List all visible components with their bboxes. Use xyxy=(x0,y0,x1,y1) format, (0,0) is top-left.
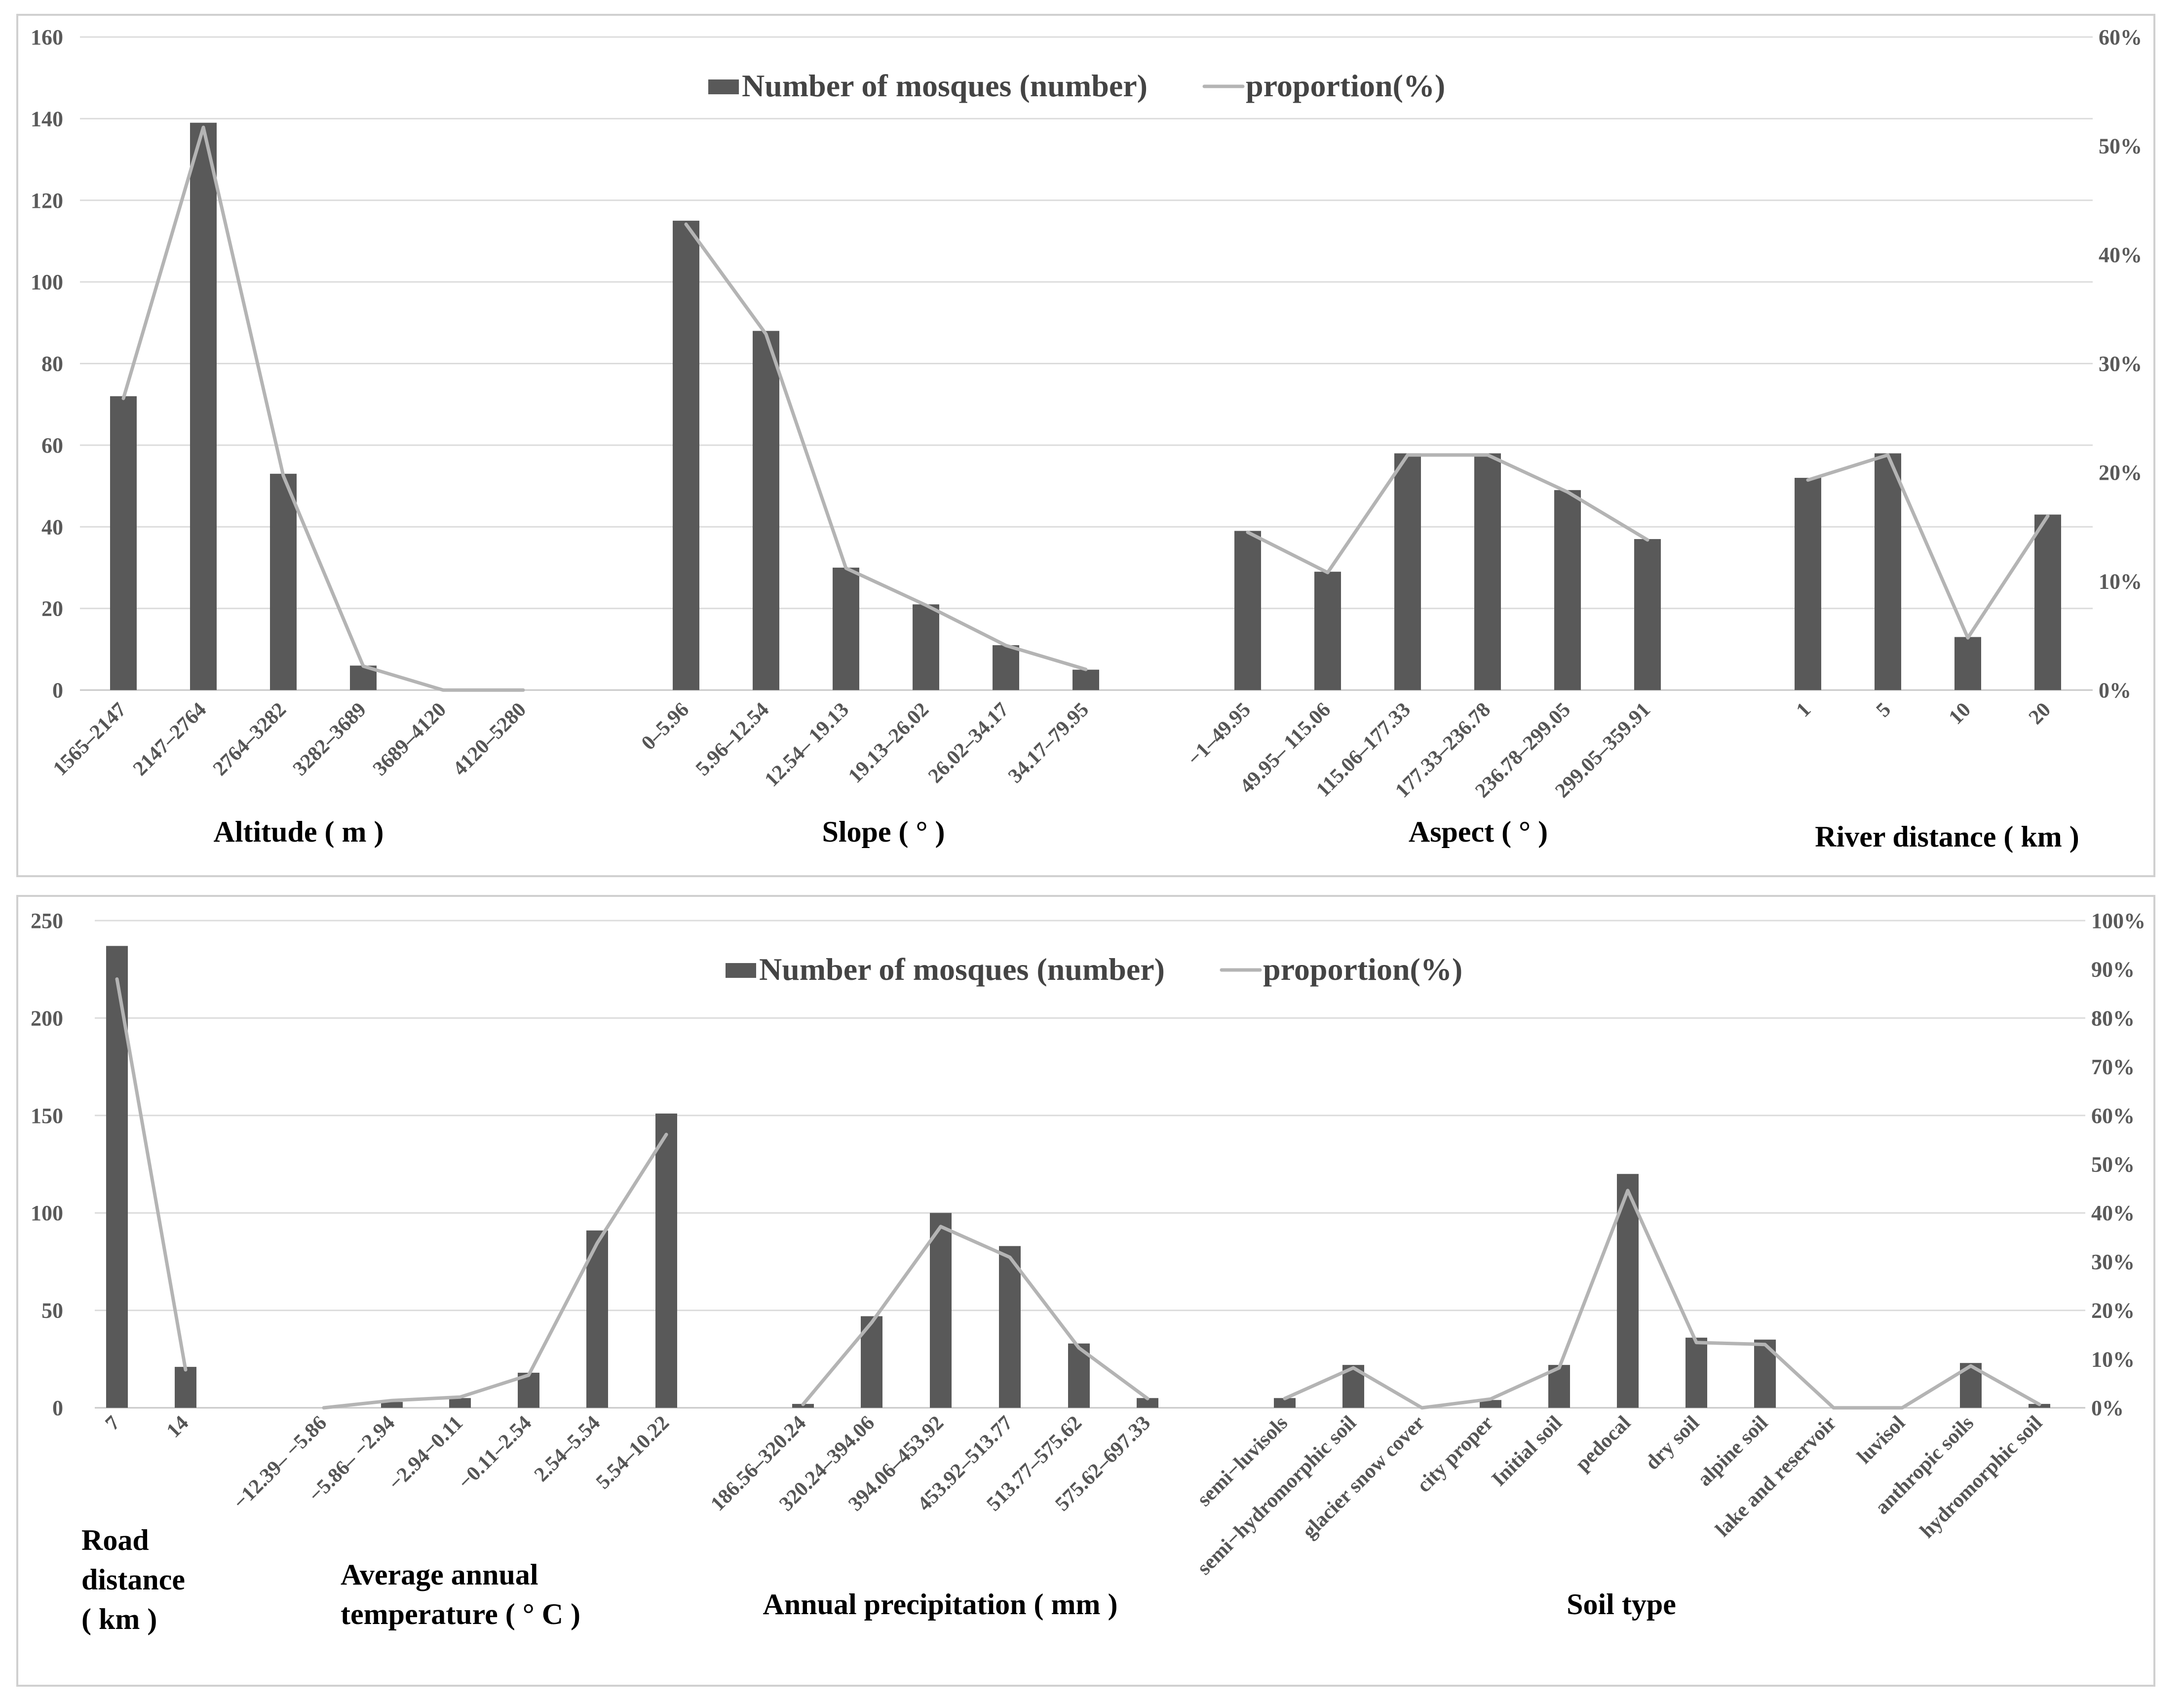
group-title: Soil type xyxy=(1567,1588,1676,1621)
y-right-tick-label: 40% xyxy=(2099,243,2142,267)
y-right-tick-label: 50% xyxy=(2099,134,2142,158)
bar-236-78-299-05 xyxy=(1554,490,1581,690)
y-left-tick-label: 0 xyxy=(52,678,63,702)
group-title-line: Average annual xyxy=(341,1558,538,1591)
y-right-tick-label: 40% xyxy=(2091,1201,2135,1225)
legend-bar-label: Number of mosques (number) xyxy=(759,952,1165,987)
proportion-line xyxy=(121,125,525,692)
bar-5 xyxy=(1875,453,1901,690)
panel-altitude-slope-aspect-river: 0 20 40 60 80 100 120 140 160 0% 10% 20% 30% 40% 50% 60… xyxy=(16,14,2155,877)
y-right-tick-label: 10% xyxy=(2099,570,2142,594)
bar-26-02-34-17 xyxy=(993,645,1019,690)
proportion-line xyxy=(322,1132,668,1410)
legend: Number of mosques (number) proportion(%) xyxy=(708,68,1445,103)
y-left-tick-label: 140 xyxy=(31,107,63,131)
y-left-tick-label: 120 xyxy=(31,189,63,213)
y-right-tick-label: 0% xyxy=(2099,678,2131,702)
legend-bar-swatch xyxy=(708,79,739,94)
bar-5-54-10-22 xyxy=(655,1113,677,1408)
legend-bar-label: Number of mosques (number) xyxy=(742,68,1148,103)
group-title: Road distance ( km ) xyxy=(81,1524,185,1635)
bar-49-95-115-06 xyxy=(1314,572,1341,690)
bar-dry-soil xyxy=(1686,1337,1707,1408)
bar-5-86-2-94 xyxy=(381,1402,403,1408)
y-left-tick-label: 100 xyxy=(31,270,63,294)
bar-city-proper xyxy=(1480,1400,1501,1408)
bar-394-06-453-92 xyxy=(930,1213,952,1408)
y-left-tick-label: 80 xyxy=(41,352,63,376)
group-title: Slope ( ° ) xyxy=(822,815,945,848)
group-title-line: ( km ) xyxy=(81,1603,157,1635)
group-title-line: temperature ( ° C ) xyxy=(341,1598,580,1630)
y-left-tick-label: 160 xyxy=(31,25,63,49)
y-right-tick-label: 60% xyxy=(2091,1104,2135,1128)
bar-2147-2764 xyxy=(190,122,217,690)
group-title: Annual precipitation ( mm ) xyxy=(763,1588,1118,1621)
bar-semi-luvisols xyxy=(1274,1398,1296,1408)
bar-453-92-513-77 xyxy=(999,1246,1021,1408)
bar-575-62-697-33 xyxy=(1137,1398,1158,1408)
y-left-tick-label: 60 xyxy=(41,433,63,458)
y-left-tick-label: 150 xyxy=(31,1104,63,1128)
bar-2-94-0-11 xyxy=(449,1398,471,1408)
legend-line-label: proportion(%) xyxy=(1263,952,1462,987)
y-left-tick-label: 200 xyxy=(31,1006,63,1030)
proportion-line xyxy=(1246,453,1649,575)
y-left-tick-label: 0 xyxy=(52,1396,63,1420)
proportion-line xyxy=(801,1225,1149,1406)
bar-2764-3282 xyxy=(270,473,297,690)
bar-1-49-95 xyxy=(1234,531,1261,690)
y-right-tick-label: 70% xyxy=(2091,1055,2135,1079)
y-right-tick-label: 0% xyxy=(2091,1396,2124,1420)
y-right-tick-label: 20% xyxy=(2099,461,2142,485)
legend-line-label: proportion(%) xyxy=(1246,68,1445,103)
proportion-line xyxy=(1283,1189,2041,1410)
group-title-line: Road xyxy=(81,1524,149,1556)
y-right-tick-label: 80% xyxy=(2091,1006,2135,1030)
bar-19-13-26-02 xyxy=(913,604,939,690)
legend-bar-swatch xyxy=(726,963,756,978)
bar-299-05-359-91 xyxy=(1634,539,1661,690)
group-title: Altitude ( m ) xyxy=(214,815,384,848)
bar-1 xyxy=(1795,478,1821,690)
y-left-tick-label: 50 xyxy=(41,1299,63,1323)
proportion-line xyxy=(684,222,1088,671)
y-right-tick-label: 30% xyxy=(2091,1250,2135,1274)
y-left-tick-label: 20 xyxy=(41,597,63,621)
y-right-tick-label: 50% xyxy=(2091,1153,2135,1177)
bar-177-33-236-78 xyxy=(1474,453,1501,690)
y-right-tick-label: 90% xyxy=(2091,958,2135,982)
group-title: Average annual temperature ( ° C ) xyxy=(341,1558,580,1630)
panel-frame xyxy=(16,895,2155,1687)
bar-12-54-19-13 xyxy=(833,567,859,690)
panel-road-temperature-precipitation-soil: 0 50 100 150 200 250 0% 10% 20% 30% 40% 50% 60% 70% 80… xyxy=(16,895,2155,1687)
bar-1565-2147 xyxy=(110,396,137,690)
legend: Number of mosques (number) proportion(%) xyxy=(726,952,1462,987)
group-title: Aspect ( ° ) xyxy=(1409,815,1548,848)
y-right-tick-label: 20% xyxy=(2091,1299,2135,1323)
y-right-tick-label: 60% xyxy=(2099,25,2142,49)
bar-0-5-96 xyxy=(673,221,699,690)
bar-5-96-12-54 xyxy=(753,331,779,690)
bar-20 xyxy=(2034,514,2061,690)
group-title-line: distance xyxy=(81,1563,185,1596)
group-title: River distance ( km ) xyxy=(1815,820,2079,853)
y-right-tick-label: 100% xyxy=(2091,909,2146,933)
proportion-line xyxy=(1806,453,2050,640)
bar-10 xyxy=(1954,637,1981,690)
bar-34-17-79-95 xyxy=(1073,669,1099,690)
y-right-tick-label: 10% xyxy=(2091,1347,2135,1371)
y-right-tick-label: 30% xyxy=(2099,352,2142,376)
y-left-tick-label: 250 xyxy=(31,909,63,933)
bar-115-06-177-33 xyxy=(1394,453,1421,690)
y-left-tick-label: 40 xyxy=(41,515,63,539)
bar-14 xyxy=(175,1367,196,1408)
y-left-tick-label: 100 xyxy=(31,1201,63,1225)
proportion-line xyxy=(115,977,188,1372)
